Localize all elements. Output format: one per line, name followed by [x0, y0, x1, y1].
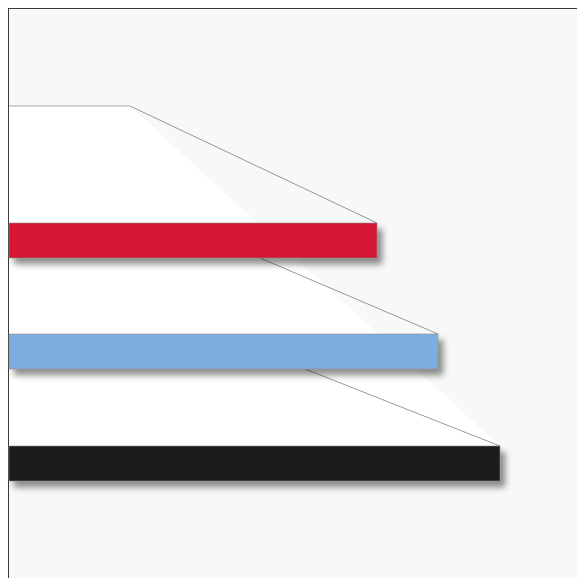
blue-bar [8, 333, 439, 370]
bars-group [8, 222, 501, 482]
red-bar [8, 222, 378, 259]
diagonal-edge-line [304, 368, 501, 447]
black-bar [8, 445, 501, 482]
diagonal-edge-line [259, 257, 439, 335]
diagonal-edge-line [129, 105, 378, 224]
